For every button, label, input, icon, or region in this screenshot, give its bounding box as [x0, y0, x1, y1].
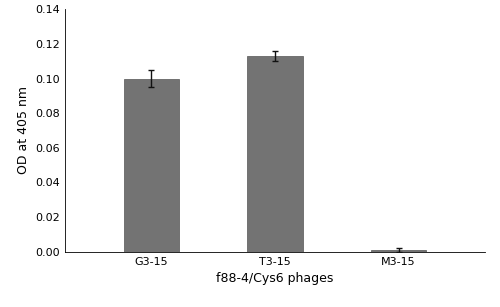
Y-axis label: OD at 405 nm: OD at 405 nm — [17, 87, 30, 174]
Bar — [370, 250, 426, 252]
X-axis label: f88-4/Cys6 phages: f88-4/Cys6 phages — [216, 272, 334, 285]
Bar — [247, 56, 303, 252]
Bar — [124, 79, 180, 252]
